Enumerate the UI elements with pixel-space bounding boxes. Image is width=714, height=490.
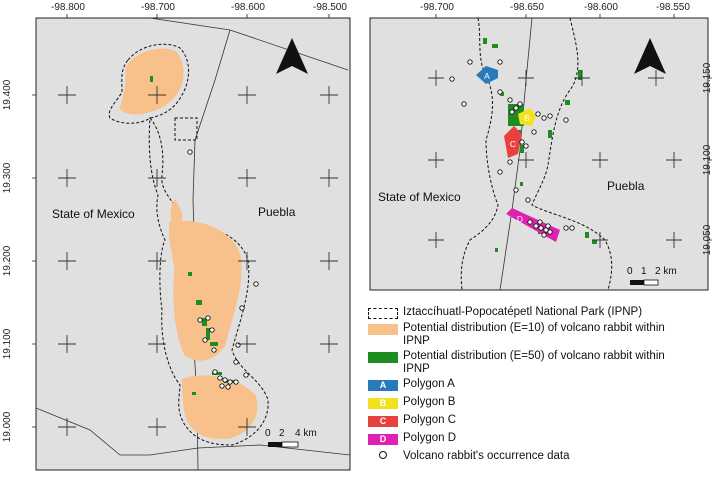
legend-item-polygon-b: B Polygon B bbox=[368, 396, 455, 410]
legend-label: Potential distribution (E=10) of volcano… bbox=[403, 322, 665, 347]
right-region-label-west: State of Mexico bbox=[378, 190, 461, 204]
right-park-outline-west bbox=[460, 18, 499, 290]
legend-e10-swatch bbox=[368, 324, 398, 335]
right-x-tick: -98.700 bbox=[420, 2, 454, 13]
legend-label: Polygon A bbox=[403, 378, 455, 390]
legend-label: Polygon C bbox=[403, 414, 457, 426]
right-x-tick: -98.550 bbox=[656, 2, 690, 13]
legend-dashed-swatch bbox=[368, 308, 398, 319]
left-y-tick: 19.400 bbox=[2, 79, 13, 111]
left-ticks bbox=[32, 14, 330, 428]
left-y-tick: 19.200 bbox=[2, 245, 13, 277]
left-scale-bar bbox=[268, 441, 299, 448]
left-x-tick: -98.500 bbox=[313, 2, 347, 13]
left-map bbox=[32, 14, 351, 471]
right-map: A B C D bbox=[369, 14, 712, 291]
left-scale-label: 2 bbox=[279, 428, 285, 439]
left-y-tick: 19.000 bbox=[2, 411, 13, 443]
polygon-a: A bbox=[476, 66, 498, 84]
polygon-c-label: C bbox=[510, 139, 516, 149]
right-scale-bar bbox=[630, 279, 659, 286]
right-scale-label: 2 km bbox=[655, 266, 677, 277]
legend-item-e50: Potential distribution (E=50) of volcano… bbox=[368, 350, 693, 375]
polygon-b-label: B bbox=[524, 113, 530, 123]
legend-item-occurrence: Volcano rabbit's occurrence data bbox=[368, 450, 570, 464]
left-y-tick: 19.300 bbox=[2, 162, 13, 194]
left-x-tick: -98.600 bbox=[231, 2, 265, 13]
polygon-c: C bbox=[504, 126, 522, 158]
legend-label: Volcano rabbit's occurrence data bbox=[403, 450, 570, 462]
right-ticks bbox=[435, 14, 712, 241]
polygon-d: D bbox=[506, 208, 560, 242]
legend-item-e10: Potential distribution (E=10) of volcano… bbox=[368, 322, 693, 347]
right-y-tick: 19.050 bbox=[702, 224, 713, 256]
legend-polygon-b-swatch: B bbox=[368, 398, 398, 409]
right-x-tick: -98.650 bbox=[510, 2, 544, 13]
left-x-tick: -98.800 bbox=[51, 2, 85, 13]
left-region-label-east: Puebla bbox=[258, 205, 296, 219]
right-state-boundary bbox=[499, 18, 533, 290]
left-occurrence-points bbox=[187, 149, 259, 390]
legend-item-polygon-d: D Polygon D bbox=[368, 432, 456, 446]
right-x-tick: -98.600 bbox=[584, 2, 618, 13]
left-state-boundary-sw bbox=[36, 407, 199, 456]
right-north-arrow-icon bbox=[634, 38, 666, 74]
left-scale-label: 0 bbox=[265, 428, 271, 439]
right-scale-label: 0 bbox=[627, 266, 633, 277]
legend-polygon-d-swatch: D bbox=[368, 434, 398, 445]
legend-polygon-c-swatch: C bbox=[368, 416, 398, 427]
right-region-label-east: Puebla bbox=[607, 179, 645, 193]
legend-circle-swatch bbox=[368, 451, 398, 459]
left-state-boundary-se bbox=[197, 444, 350, 456]
legend-item-polygon-c: C Polygon C bbox=[368, 414, 456, 428]
left-inset-marker bbox=[174, 117, 198, 141]
left-scale-label: 4 km bbox=[295, 428, 317, 439]
legend-label: Iztaccíhuatl-Popocatépetl National Park … bbox=[403, 306, 643, 318]
legend-item-park: Iztaccíhuatl-Popocatépetl National Park … bbox=[368, 306, 642, 320]
right-y-tick: 19.150 bbox=[702, 62, 713, 94]
legend-e50-swatch bbox=[368, 352, 398, 363]
polygon-a-label: A bbox=[484, 71, 490, 81]
right-grid-crosses bbox=[428, 70, 682, 248]
left-north-arrow-icon bbox=[276, 38, 308, 74]
polygon-b: B bbox=[518, 108, 536, 126]
legend-item-polygon-a: A Polygon A bbox=[368, 378, 455, 392]
left-y-tick: 19.100 bbox=[2, 328, 13, 360]
right-occurrence-points bbox=[449, 59, 575, 238]
left-x-tick: -98.700 bbox=[141, 2, 175, 13]
right-park-outline-east bbox=[531, 18, 613, 290]
left-region-label-west: State of Mexico bbox=[52, 207, 135, 221]
right-y-tick: 19.100 bbox=[702, 144, 713, 176]
polygon-d-label: D bbox=[517, 214, 523, 224]
left-grid-crosses bbox=[58, 86, 338, 436]
legend-polygon-a-swatch: A bbox=[368, 380, 398, 391]
legend-label: Polygon B bbox=[403, 396, 456, 408]
right-scale-label: 1 bbox=[641, 266, 647, 277]
legend-label: Polygon D bbox=[403, 432, 457, 444]
legend-label: Potential distribution (E=50) of volcano… bbox=[403, 350, 665, 375]
